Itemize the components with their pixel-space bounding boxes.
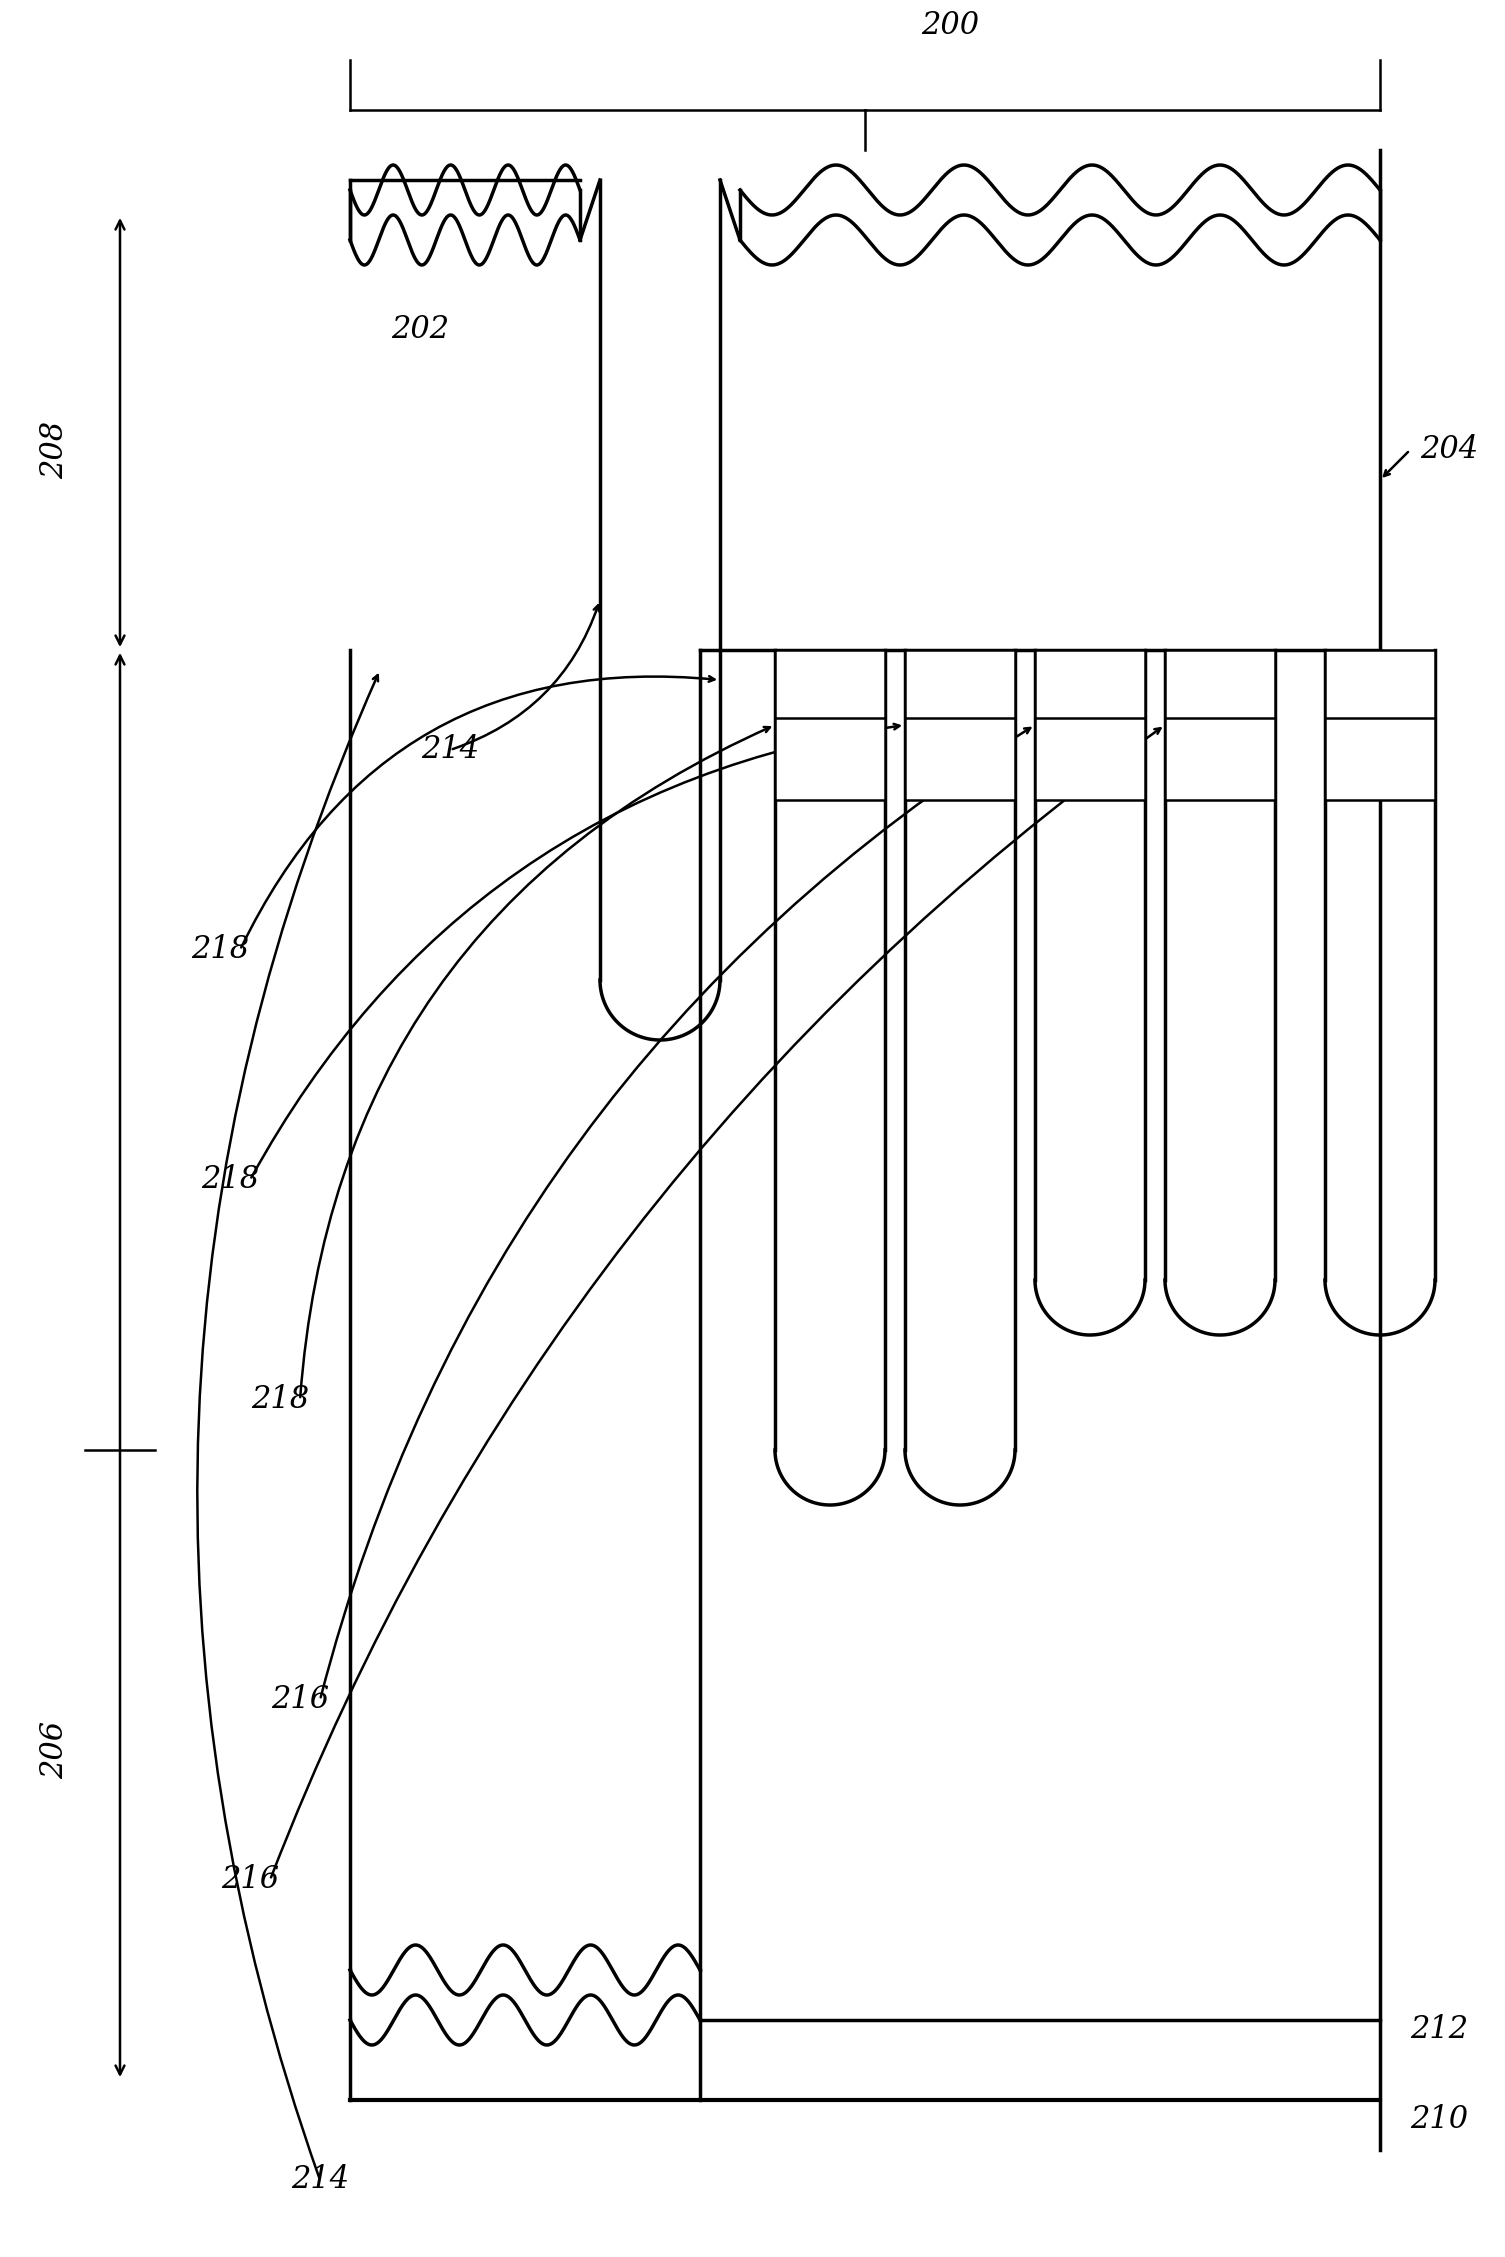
Bar [1035, 650, 1145, 799]
Text: 202: 202 [391, 314, 448, 345]
Text: 212: 212 [1410, 2016, 1467, 2045]
Text: 214: 214 [421, 734, 479, 765]
Bar [1165, 650, 1275, 799]
Text: 204: 204 [1421, 436, 1478, 465]
Text: 214: 214 [290, 2164, 349, 2196]
Bar [905, 650, 1014, 799]
Text: 214: 214 [1350, 673, 1394, 695]
Text: 218: 218 [191, 934, 248, 966]
Text: 214: 214 [1190, 673, 1233, 695]
Text: 208: 208 [39, 422, 71, 478]
Text: 220: 220 [841, 738, 862, 781]
Text: 210: 210 [1410, 2104, 1467, 2135]
Text: 218: 218 [251, 1384, 309, 1415]
Text: 214: 214 [801, 673, 843, 695]
Bar [775, 650, 885, 799]
Text: 200: 200 [921, 9, 980, 41]
Text: 214: 214 [930, 673, 972, 695]
Text: 216: 216 [221, 1864, 278, 1896]
Text: 218: 218 [202, 1165, 259, 1196]
Bar [1324, 650, 1434, 799]
Text: 214: 214 [1061, 673, 1103, 695]
Text: 220: 220 [971, 738, 993, 781]
Text: 216: 216 [271, 1684, 330, 1715]
Text: 206: 206 [39, 1720, 71, 1779]
